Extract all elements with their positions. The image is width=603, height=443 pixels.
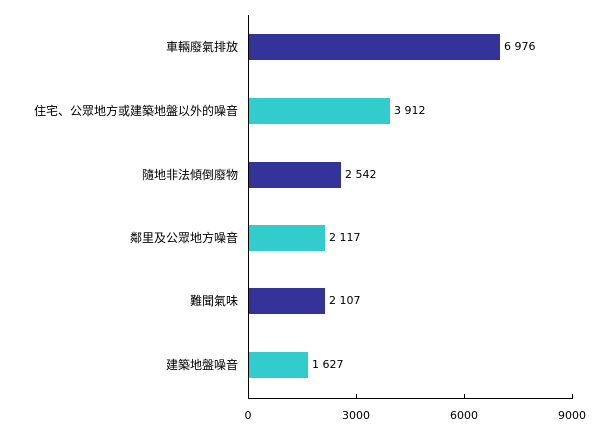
value-label: 2 542 xyxy=(345,168,377,181)
value-label: 6 976 xyxy=(504,40,536,53)
x-tick-label: 3000 xyxy=(342,409,370,422)
bar xyxy=(249,288,325,314)
x-tick xyxy=(356,394,357,399)
y-axis-line xyxy=(248,15,249,399)
x-tick xyxy=(464,394,465,399)
value-label: 2 107 xyxy=(329,294,361,307)
category-label: 車輛廢氣排放 xyxy=(165,40,238,54)
x-tick-label: 0 xyxy=(244,409,252,422)
bar xyxy=(249,225,325,251)
x-tick xyxy=(572,394,573,399)
category-label: 建築地盤噪音 xyxy=(165,358,238,372)
value-label: 2 117 xyxy=(329,231,361,244)
bar xyxy=(249,34,500,60)
x-tick-label: 6000 xyxy=(450,409,478,422)
value-label: 3 912 xyxy=(394,104,426,117)
category-label: 鄰里及公眾地方噪音 xyxy=(129,231,238,245)
category-label: 住宅、公眾地方或建築地盤以外的噪音 xyxy=(33,104,238,118)
category-label: 難聞氣味 xyxy=(189,294,238,308)
bar xyxy=(249,352,308,378)
bar xyxy=(249,162,341,188)
x-axis-line xyxy=(248,398,573,399)
value-label: 1 627 xyxy=(312,358,344,371)
category-label: 隨地非法傾倒廢物 xyxy=(141,168,238,182)
bar xyxy=(249,98,390,124)
x-tick-label: 9000 xyxy=(558,409,586,422)
